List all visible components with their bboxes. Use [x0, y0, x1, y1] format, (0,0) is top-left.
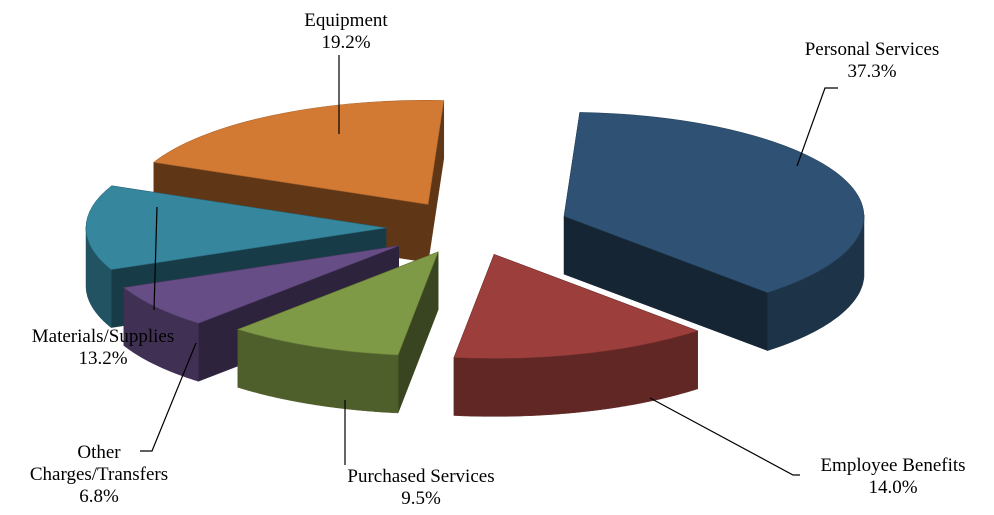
slice-label-employee-benefits: Employee Benefits 14.0%: [820, 455, 966, 498]
leader-personal-services: [796, 87, 838, 167]
leader-employee-benefits: [649, 397, 800, 476]
slice-purchased-services: [236, 251, 439, 356]
slice-label-equipment: Equipment 19.2%: [304, 10, 388, 53]
slice-tops: [85, 100, 865, 359]
leader-other-charges: [140, 342, 197, 452]
leader-lines: [140, 55, 838, 476]
slice-label-materials-supplies: Materials/Supplies 13.2%: [31, 326, 175, 369]
slice-label-purchased-services: Purchased Services 9.5%: [347, 466, 495, 509]
slice-equipment: [153, 100, 445, 205]
leader-materials-supplies: [153, 206, 158, 311]
slice-employee-benefits: [453, 254, 699, 359]
slice-label-other-charges-transfers: Other Charges/Transfers 6.8%: [29, 442, 169, 507]
slice-other-charges-transfers: [123, 245, 399, 324]
slice-personal-services: [563, 112, 865, 293]
slice-label-personal-services: Personal Services 37.3%: [804, 39, 940, 82]
slice-materials-supplies: [85, 185, 387, 270]
